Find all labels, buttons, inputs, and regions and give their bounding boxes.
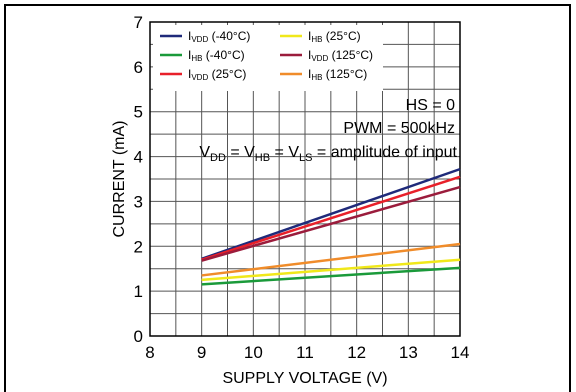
annotation-conditions: VDD = VHB = VLS = amplitude of input — [199, 144, 457, 164]
y-tick-label: 0 — [134, 327, 143, 346]
cond-sub2: HB — [255, 152, 270, 164]
cond-main: V — [199, 144, 210, 161]
y-tick-label: 4 — [134, 148, 143, 167]
legend-label-0: IVDD (-40°C) — [188, 29, 250, 44]
x-tick-label: 10 — [244, 343, 263, 362]
legend-label-3: IHB (25°C) — [308, 29, 361, 44]
cond-rest: = amplitude of input — [312, 144, 457, 161]
legend-label-2: IVDD (25°C) — [188, 67, 246, 82]
y-tick-label: 3 — [134, 192, 143, 211]
annotation-pwm: PWM = 500kHz — [343, 120, 455, 137]
legend-label-1: IHB (-40°C) — [188, 48, 245, 63]
y-tick-label: 1 — [134, 282, 143, 301]
y-tick-label: 6 — [134, 58, 143, 77]
legend-label-5: IHB (125°C) — [308, 67, 367, 82]
series-line-5 — [201, 242, 461, 277]
x-tick-label: 11 — [296, 343, 314, 362]
legend-background — [153, 25, 383, 91]
y-tick-label: 5 — [134, 103, 143, 122]
x-tick-label: 12 — [347, 343, 366, 362]
annotation-hs: HS = 0 — [406, 97, 455, 114]
y-tick-label: 7 — [134, 13, 143, 32]
x-tick-label: 9 — [197, 343, 206, 362]
legend: IVDD (-40°C) IHB (-40°C) IVDD (25°C) IHB (2… — [153, 25, 383, 91]
y-tick-label: 2 — [134, 237, 143, 256]
cond-eq2: = V — [270, 144, 299, 161]
series-line-1 — [201, 266, 461, 286]
series-line-4 — [201, 185, 461, 262]
x-tick-label: 14 — [451, 343, 470, 362]
x-tick-labels: 8 9 10 11 12 13 14 — [145, 343, 469, 362]
x-axis-title: SUPPLY VOLTAGE (V) — [222, 370, 387, 387]
series-line-0 — [201, 167, 461, 261]
cond-sub3: LS — [299, 152, 312, 164]
cond-sub1: DD — [210, 152, 226, 164]
series-lines — [201, 167, 461, 286]
x-tick-label: 8 — [145, 343, 154, 362]
cond-eq1: = V — [226, 144, 255, 161]
series-line-3 — [201, 258, 461, 282]
x-tick-label: 13 — [399, 343, 418, 362]
y-axis-title: CURRENT (mA) — [111, 120, 128, 237]
y-tick-labels: 0 1 2 3 4 5 6 7 — [134, 13, 143, 346]
legend-label-4: IVDD (125°C) — [308, 48, 373, 63]
plot-border — [149, 21, 461, 337]
figure-frame — [4, 4, 571, 392]
series-line-2 — [201, 175, 461, 261]
